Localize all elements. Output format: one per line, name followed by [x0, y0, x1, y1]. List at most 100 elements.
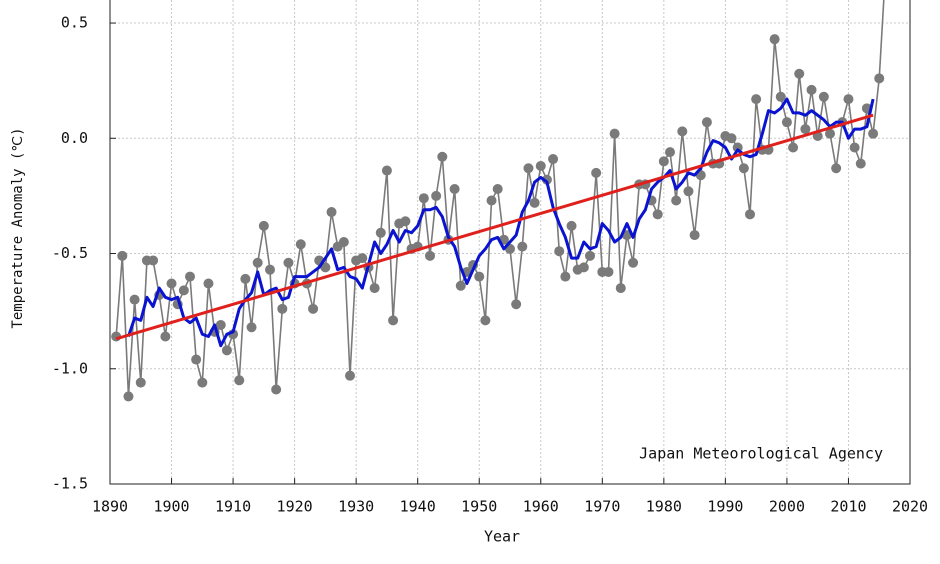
- data-point: [831, 163, 842, 174]
- series-line: [115, 113, 874, 341]
- x-axis-label: Year: [484, 528, 520, 546]
- data-point: [277, 303, 288, 314]
- data-point: [726, 133, 737, 144]
- y-tick-label: 0.5: [61, 14, 88, 32]
- data-point: [271, 384, 282, 395]
- data-point: [788, 142, 799, 153]
- data-point: [671, 195, 682, 206]
- data-point: [560, 271, 571, 282]
- data-point: [178, 285, 189, 296]
- data-point: [529, 197, 540, 208]
- x-tick-label: 1990: [707, 498, 743, 516]
- data-point: [221, 345, 232, 356]
- data-point: [849, 142, 860, 153]
- data-point: [486, 195, 497, 206]
- series-line: [127, 97, 875, 348]
- data-point: [215, 319, 226, 330]
- data-point: [455, 280, 466, 291]
- x-tick-label: 1980: [646, 498, 682, 516]
- data-point: [338, 237, 349, 247]
- data-point: [252, 257, 263, 268]
- data-point: [375, 227, 386, 238]
- data-point: [818, 91, 829, 102]
- data-point: [609, 128, 620, 139]
- data-point: [117, 250, 128, 261]
- data-point: [308, 303, 319, 314]
- x-tick-label: 2000: [769, 498, 805, 516]
- data-point: [615, 283, 626, 294]
- data-point: [652, 209, 663, 220]
- data-point: [246, 322, 257, 333]
- data-point: [148, 255, 159, 266]
- data-point: [234, 375, 245, 386]
- data-point: [745, 209, 755, 220]
- data-point: [628, 257, 639, 268]
- data-point: [855, 158, 866, 169]
- data-point: [283, 257, 294, 268]
- annotation: Japan Meteorological Agency: [639, 445, 883, 463]
- x-tick-label: 1940: [400, 498, 436, 516]
- data-point: [203, 278, 214, 289]
- data-point: [129, 294, 140, 305]
- data-point: [825, 128, 835, 139]
- tick-labels: -1.5 -1.0 -0.5 0.0 0.5 1890 1900 1910 1920 1930 19…: [52, 14, 928, 516]
- data-point: [658, 156, 669, 167]
- data-point: [381, 165, 392, 176]
- data-point: [769, 34, 780, 45]
- x-tick-label: 1900: [153, 498, 189, 516]
- data-point: [480, 315, 491, 326]
- x-tick-label: 1930: [338, 498, 374, 516]
- data-point: [166, 278, 177, 289]
- data-point: [388, 315, 399, 326]
- data-point: [554, 246, 565, 257]
- data-point: [591, 167, 602, 178]
- data-point: [474, 271, 485, 282]
- x-tick-label: 1890: [92, 498, 128, 516]
- y-tick-label: 0.0: [61, 129, 88, 147]
- data-point: [843, 94, 854, 105]
- data-point: [240, 273, 251, 284]
- data-point: [135, 377, 146, 388]
- data-point: [400, 216, 411, 227]
- data-point: [701, 117, 712, 128]
- x-tick-label: 1960: [523, 498, 559, 516]
- plot-area: [111, 0, 885, 402]
- data-point: [677, 126, 688, 137]
- data-point: [517, 241, 528, 252]
- data-point: [665, 147, 675, 158]
- y-axis-label: Temperature Anomaly (℃): [10, 127, 26, 328]
- data-point: [781, 117, 792, 128]
- x-tick-label: 1950: [461, 498, 497, 516]
- plot-frame: [109, 0, 911, 485]
- y-tick-label: -1.0: [52, 359, 88, 377]
- data-point: [775, 91, 786, 102]
- data-point: [585, 250, 595, 261]
- x-tick-label: 1910: [215, 498, 251, 516]
- data-point: [191, 354, 202, 365]
- data-point: [492, 183, 503, 194]
- data-point: [431, 190, 442, 201]
- data-point: [751, 94, 762, 105]
- data-point: [541, 174, 552, 185]
- x-tick-label: 2010: [830, 498, 866, 516]
- y-tick-label: -1.5: [52, 475, 88, 493]
- data-point: [511, 299, 522, 310]
- data-point: [197, 377, 208, 388]
- data-point: [295, 239, 306, 250]
- data-point: [794, 68, 805, 79]
- data-point: [320, 262, 331, 273]
- data-point: [603, 266, 614, 277]
- data-point: [874, 73, 885, 84]
- data-point: [806, 84, 817, 95]
- y-tick-label: -0.5: [52, 244, 88, 262]
- data-point: [578, 262, 589, 273]
- data-point: [689, 230, 700, 241]
- series-line: [115, 0, 885, 398]
- data-point: [326, 207, 337, 218]
- data-point: [738, 163, 749, 174]
- data-point: [535, 160, 546, 171]
- data-point: [800, 124, 811, 135]
- data-point: [357, 253, 368, 264]
- data-point: [683, 186, 694, 197]
